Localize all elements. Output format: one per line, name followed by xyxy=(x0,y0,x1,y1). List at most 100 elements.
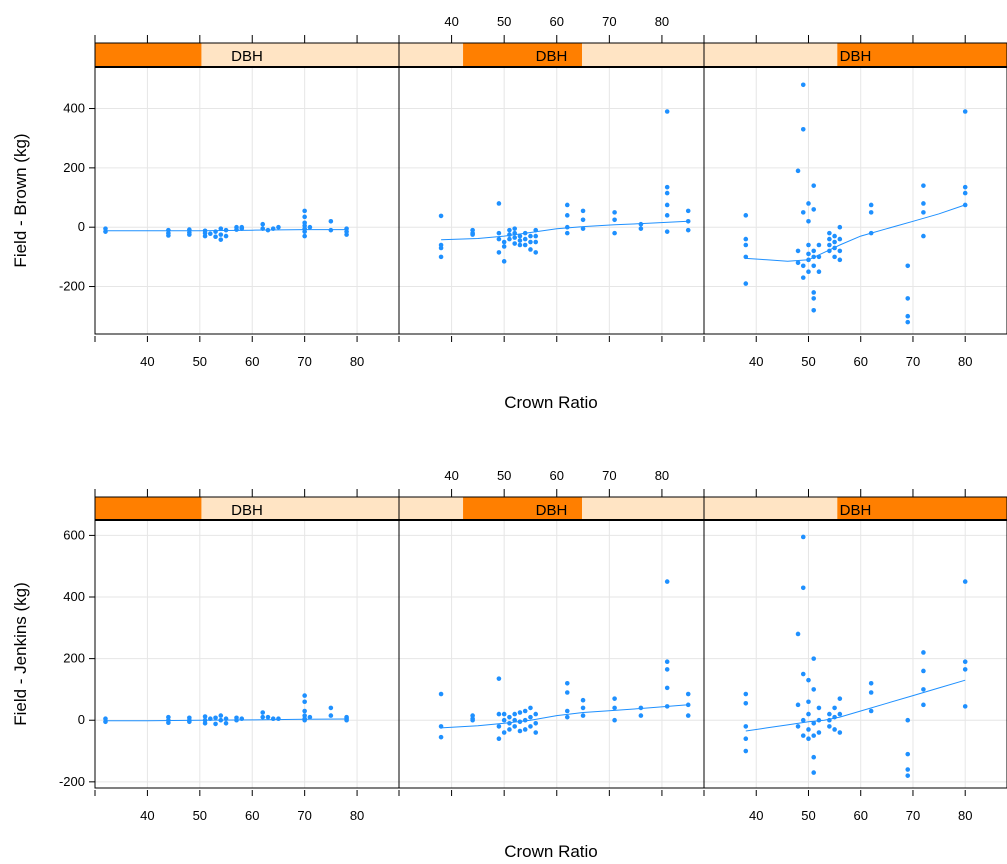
data-point xyxy=(800,534,806,540)
data-point xyxy=(816,242,822,248)
data-point xyxy=(832,233,837,239)
data-point xyxy=(806,269,811,275)
x-tick-label: 70 xyxy=(906,354,920,369)
data-point xyxy=(438,691,444,697)
data-point xyxy=(811,183,817,188)
data-point xyxy=(202,714,208,719)
x-tick-label: 50 xyxy=(193,354,207,369)
data-point xyxy=(795,248,801,254)
data-point xyxy=(528,724,533,729)
data-point xyxy=(685,702,691,708)
data-point xyxy=(265,714,271,720)
data-point xyxy=(564,202,570,208)
data-point xyxy=(811,770,817,775)
panel-frame xyxy=(94,66,400,335)
data-point xyxy=(438,734,444,740)
data-point xyxy=(832,239,837,245)
y-tick-label: -200 xyxy=(59,774,85,789)
data-point xyxy=(811,687,817,692)
data-point xyxy=(496,736,502,742)
strip-label: DBH xyxy=(231,48,263,65)
data-point xyxy=(223,233,229,239)
data-point xyxy=(517,728,523,734)
data-point xyxy=(213,715,218,721)
data-point xyxy=(685,227,691,233)
data-point xyxy=(905,751,911,757)
data-point xyxy=(795,724,801,729)
data-point xyxy=(832,727,837,732)
data-point xyxy=(533,239,539,245)
data-point xyxy=(307,224,313,230)
data-point xyxy=(921,702,926,708)
strip-label: DBH xyxy=(840,48,872,65)
data-point xyxy=(564,213,570,218)
data-point xyxy=(328,705,334,711)
loess-smoother-line xyxy=(745,204,966,262)
data-point xyxy=(962,109,968,114)
data-point xyxy=(795,702,801,708)
data-point xyxy=(827,724,832,729)
data-point xyxy=(811,754,817,760)
x-tick-label: 40 xyxy=(749,354,763,369)
panel-frame xyxy=(94,519,400,789)
x-tick-label: 60 xyxy=(550,468,564,483)
data-point xyxy=(905,296,911,301)
strip-label: DBH xyxy=(536,48,568,65)
data-point xyxy=(528,714,533,720)
data-point xyxy=(664,213,670,218)
x-tick-label: 60 xyxy=(853,354,867,369)
data-point xyxy=(800,717,806,723)
data-point xyxy=(921,183,926,188)
data-point xyxy=(328,713,334,718)
data-point xyxy=(213,229,218,234)
data-point xyxy=(832,254,837,260)
data-point xyxy=(905,767,911,772)
data-point xyxy=(501,717,507,723)
panel-2: DBH xyxy=(398,496,705,789)
data-point xyxy=(868,210,874,215)
data-point xyxy=(806,711,811,717)
data-point xyxy=(580,226,586,231)
y-axis-title: Field - Jenkins (kg) xyxy=(11,582,30,726)
data-point xyxy=(921,233,926,239)
data-point xyxy=(921,650,926,655)
x-tick-label: 70 xyxy=(297,808,311,823)
panel-3: DBH xyxy=(703,42,1007,335)
x-tick-label: 80 xyxy=(958,354,972,369)
data-point xyxy=(496,250,502,255)
y-tick-label: -200 xyxy=(59,279,85,294)
data-point xyxy=(496,676,502,681)
data-point xyxy=(438,245,444,251)
data-point xyxy=(218,237,224,242)
data-point xyxy=(795,631,801,637)
data-point xyxy=(202,233,208,239)
data-point xyxy=(806,736,811,742)
x-tick-label: 60 xyxy=(245,354,259,369)
data-point xyxy=(827,711,832,717)
x-axis-title: Crown Ratio xyxy=(504,393,598,412)
data-point xyxy=(800,585,806,591)
data-point xyxy=(202,721,208,726)
strip-level-indicator xyxy=(837,43,1007,67)
data-point xyxy=(811,263,817,269)
data-point xyxy=(685,691,691,697)
data-point xyxy=(512,235,517,240)
data-point xyxy=(685,208,691,214)
panel-3: DBH xyxy=(703,496,1007,789)
data-point xyxy=(517,710,523,715)
data-point xyxy=(564,714,570,720)
data-point xyxy=(512,717,517,723)
data-point xyxy=(517,242,523,248)
data-point xyxy=(507,227,512,233)
x-tick-label: 50 xyxy=(497,14,511,29)
data-point xyxy=(528,247,533,252)
data-point xyxy=(806,201,811,206)
data-point xyxy=(276,224,281,230)
data-point xyxy=(837,730,843,735)
panel-1: DBH xyxy=(94,42,400,335)
data-point xyxy=(685,218,691,224)
x-tick-label: 80 xyxy=(655,14,669,29)
panel-frame xyxy=(703,519,1007,789)
data-point xyxy=(800,275,806,280)
